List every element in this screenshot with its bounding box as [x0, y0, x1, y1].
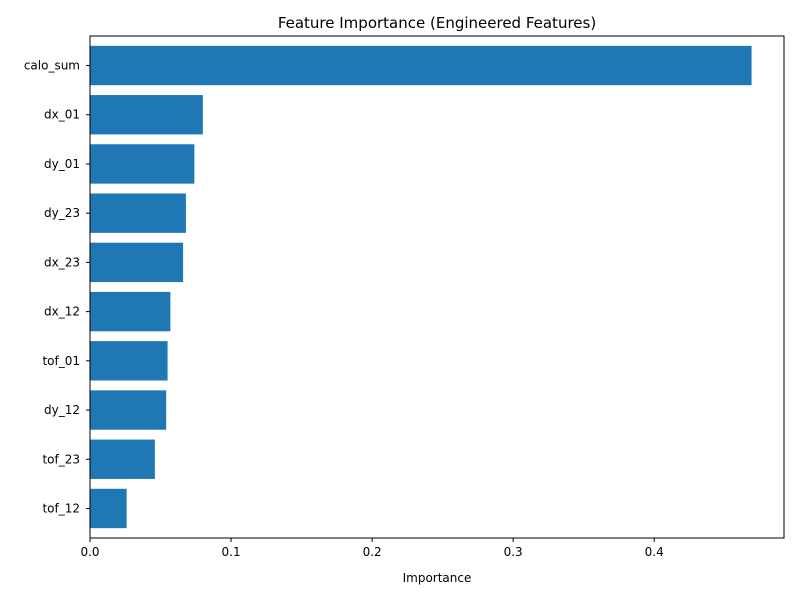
bar-dy-01	[90, 144, 195, 184]
bar-dy-23	[90, 193, 186, 233]
bar-dx-23	[90, 242, 184, 283]
plot-frame	[89, 35, 785, 539]
bar-dx-01	[90, 95, 203, 135]
y-tick-label: dy_12	[44, 403, 80, 417]
bar-tof-01	[90, 341, 168, 381]
y-tick-label: dy_23	[44, 206, 80, 220]
y-tick-label: dy_01	[44, 157, 80, 171]
y-tick-label: tof_01	[42, 354, 80, 368]
x-axis-ticks: 0.0 0.1 0.2 0.3 0.4	[80, 538, 664, 559]
x-tick-label: 0.1	[222, 545, 241, 559]
y-tick-label: tof_12	[42, 501, 80, 515]
x-axis-label: Importance	[403, 571, 472, 585]
chart-title: Feature Importance (Engineered Features)	[278, 14, 596, 32]
bar-tof-12	[90, 488, 127, 529]
bar-dx-12	[90, 291, 171, 332]
x-tick-label: 0.2	[363, 545, 382, 559]
y-tick-label: dx_01	[44, 108, 80, 122]
bar-tof-23	[90, 439, 155, 479]
y-axis-ticks: calo_sum dx_01 dy_01 dy_23 dx_23 dx_12 tof_01d…	[24, 59, 90, 515]
y-tick-label: calo_sum	[24, 59, 80, 73]
bars-layer	[90, 45, 752, 529]
x-tick-label: 0.4	[645, 545, 664, 559]
x-tick-label: 0.3	[504, 545, 523, 559]
bar-dy-12	[90, 390, 167, 430]
y-tick-label: dx_23	[44, 255, 80, 269]
y-tick-label: dx_12	[44, 305, 80, 319]
y-tick-label: tof_23	[42, 452, 80, 466]
bar-calo-sum	[90, 45, 752, 86]
x-tick-label: 0.0	[80, 545, 99, 559]
